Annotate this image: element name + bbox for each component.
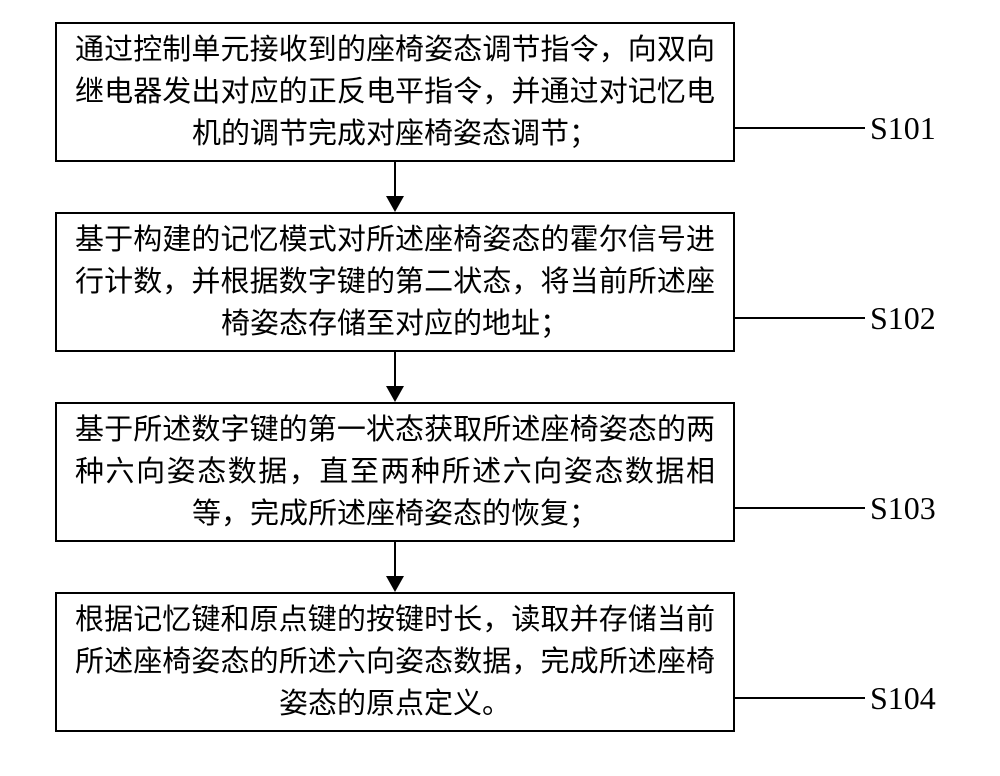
arrow-1-2-line (394, 162, 396, 196)
step-label-1: S101 (870, 110, 936, 147)
step-label-4: S104 (870, 680, 936, 717)
step-box-4: 根据记忆键和原点键的按键时长，读取并存储当前所述座椅姿态的所述六向姿态数据，完成… (55, 592, 735, 732)
step-label-2: S102 (870, 300, 936, 337)
step-box-2: 基于构建的记忆模式对所述座椅姿态的霍尔信号进行计数，并根据数字键的第二状态，将当… (55, 212, 735, 352)
arrow-1-2-head (386, 196, 404, 212)
step-text-2: 基于构建的记忆模式对所述座椅姿态的霍尔信号进行计数，并根据数字键的第二状态，将当… (75, 219, 715, 345)
arrow-2-3-head (386, 386, 404, 402)
flowchart-canvas: 通过控制单元接收到的座椅姿态调节指令，向双向继电器发出对应的正反电平指令，并通过… (0, 0, 1000, 776)
arrow-3-4-head (386, 576, 404, 592)
step-box-3: 基于所述数字键的第一状态获取所述座椅姿态的两种六向姿态数据，直至两种所述六向姿态… (55, 402, 735, 542)
step-label-3: S103 (870, 490, 936, 527)
connector-2 (735, 317, 865, 319)
connector-4 (735, 697, 865, 699)
step-text-4: 根据记忆键和原点键的按键时长，读取并存储当前所述座椅姿态的所述六向姿态数据，完成… (75, 599, 715, 725)
step-text-1: 通过控制单元接收到的座椅姿态调节指令，向双向继电器发出对应的正反电平指令，并通过… (75, 29, 715, 155)
step-text-3: 基于所述数字键的第一状态获取所述座椅姿态的两种六向姿态数据，直至两种所述六向姿态… (75, 409, 715, 535)
arrow-2-3-line (394, 352, 396, 386)
connector-1 (735, 127, 865, 129)
arrow-3-4-line (394, 542, 396, 576)
connector-3 (735, 507, 865, 509)
step-box-1: 通过控制单元接收到的座椅姿态调节指令，向双向继电器发出对应的正反电平指令，并通过… (55, 22, 735, 162)
